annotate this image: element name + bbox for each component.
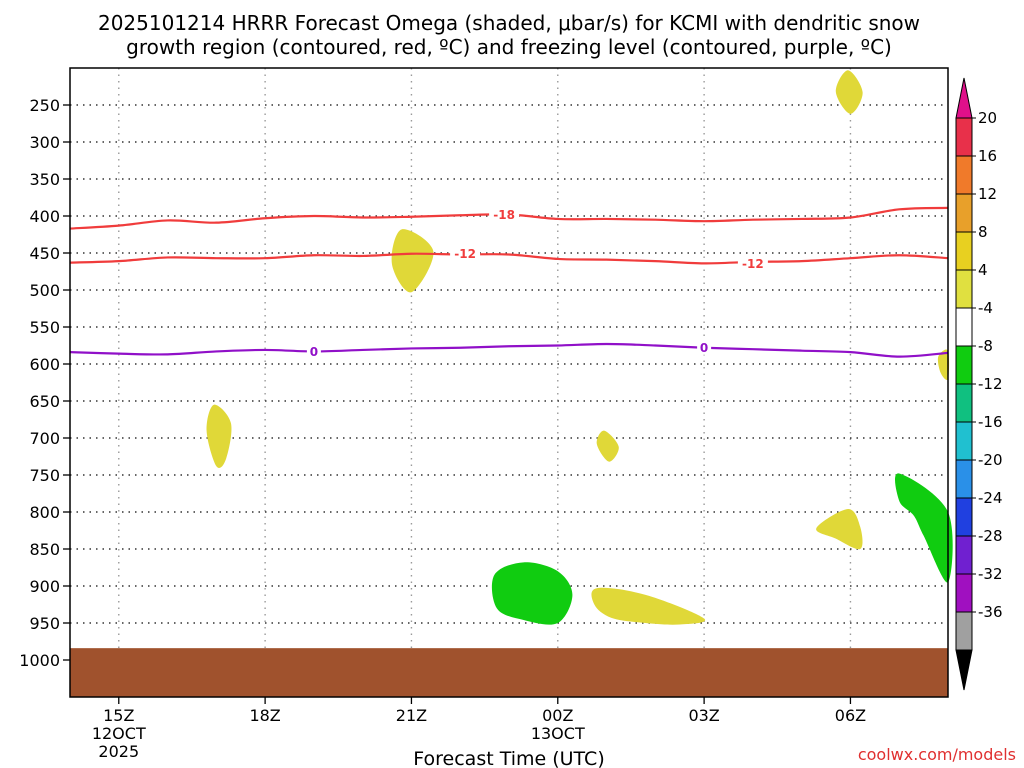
colorbar-tick-label: 20 <box>978 109 997 127</box>
contour-label-bg <box>737 256 768 271</box>
y-tick-label: 600 <box>29 355 60 374</box>
x-tick-label: 00Z <box>542 706 573 725</box>
y-tick-label: 650 <box>29 392 60 411</box>
colorbar-top-arrow <box>955 77 973 119</box>
colorbar-tick-label: 4 <box>978 261 988 279</box>
y-tick-label: 900 <box>29 577 60 596</box>
y-tick-label: 500 <box>29 281 60 300</box>
colorbar-tick-label: -36 <box>978 603 1003 621</box>
colorbar-bin <box>955 117 973 157</box>
omega-negative-blob <box>895 473 953 583</box>
contour-label-bg <box>306 344 321 359</box>
x-tick-label: 15Z <box>103 706 134 725</box>
contour-label: -18 <box>493 208 515 222</box>
contour-label: -12 <box>454 247 476 261</box>
y-axis: 250 300 350 400 450 500 550 600 650 700 750 800 850 9… <box>19 96 70 670</box>
colorbar-bin <box>955 573 973 613</box>
minus-12-contour <box>69 252 949 265</box>
colorbar-tick-label: -12 <box>978 375 1003 393</box>
x-tick-date: 12OCT <box>92 724 146 743</box>
colorbar-bin <box>955 611 973 651</box>
x-tick-label: 06Z <box>835 706 866 725</box>
y-tick-label: 400 <box>29 207 60 226</box>
y-tick-label: 450 <box>29 244 60 263</box>
colorbar-tick-label: -24 <box>978 489 1003 507</box>
colorbar-tick-label: -20 <box>978 451 1003 469</box>
colorbar-tick-label: -16 <box>978 413 1003 431</box>
omega-positive-blob <box>391 229 434 293</box>
y-tick-label: 750 <box>29 466 60 485</box>
y-tick-label: 700 <box>29 429 60 448</box>
colorbar-bin <box>955 535 973 575</box>
freezing-level-contour <box>69 342 949 358</box>
plot-frame <box>69 67 949 698</box>
y-tick-label: 850 <box>29 540 60 559</box>
omega-negative-blob <box>491 562 573 625</box>
x-tick-label: 21Z <box>396 706 427 725</box>
colorbar-bin <box>955 459 973 499</box>
colorbar-tick-label: 8 <box>978 223 988 241</box>
omega-positive-blob <box>206 404 232 468</box>
contour-label-bg <box>697 340 712 355</box>
x-tick-label: 18Z <box>249 706 280 725</box>
y-tick-label: 350 <box>29 170 60 189</box>
colorbar-tick-label: -32 <box>978 565 1003 583</box>
plot-area: -18 -12 -12 0 0 <box>69 67 953 698</box>
colorbar-bin <box>955 497 973 537</box>
colorbar-bin <box>955 345 973 385</box>
colorbar-tick-label: -28 <box>978 527 1003 545</box>
colorbar-bin <box>955 193 973 233</box>
contour-label: 0 <box>310 345 318 359</box>
y-tick-label: 250 <box>29 96 60 115</box>
omega-positive-blob <box>816 509 863 550</box>
y-tick-label: 1000 <box>19 651 60 670</box>
contour-label: 0 <box>700 341 708 355</box>
y-tick-label: 550 <box>29 318 60 337</box>
colorbar-bottom-arrow <box>955 649 973 691</box>
colorbar-bin <box>955 383 973 423</box>
contour-label: -12 <box>742 257 764 271</box>
chart-title-line2: growth region (contoured, red, ºC) and f… <box>126 35 892 59</box>
chart-title-line1: 2025101214 HRRR Forecast Omega (shaded, … <box>98 11 920 35</box>
y-tick-label: 300 <box>29 133 60 152</box>
colorbar-bin <box>955 231 973 271</box>
omega-positive-blob <box>596 430 619 462</box>
y-tick-label: 800 <box>29 503 60 522</box>
colorbar-bin <box>955 307 973 347</box>
colorbar-tick-label: -8 <box>978 337 993 355</box>
contour-label-bg <box>450 246 481 261</box>
colorbar-tick-label: 12 <box>978 185 997 203</box>
colorbar-tick-label: -4 <box>978 299 993 317</box>
colorbar: 20 16 12 8 4 -4 -8 -12 -16 -20 -24 -28 -32 -36 <box>955 77 1003 691</box>
x-tick-label: 03Z <box>688 706 719 725</box>
x-axis-label: Forecast Time (UTC) <box>413 748 604 768</box>
x-tick-year: 2025 <box>98 742 139 761</box>
credit-text: coolwx.com/models <box>858 745 1016 764</box>
colorbar-tick-label: 16 <box>978 147 997 165</box>
omega-positive-blob <box>591 587 706 625</box>
colorbar-bin <box>955 155 973 195</box>
y-tick-label: 950 <box>29 614 60 633</box>
omega-positive-blob <box>937 349 950 380</box>
terrain-fill <box>70 648 948 697</box>
x-tick-date: 13OCT <box>531 724 585 743</box>
colorbar-bin <box>955 421 973 461</box>
colorbar-bin <box>955 269 973 309</box>
omega-positive-blob <box>835 70 863 114</box>
contour-label-bg <box>489 207 520 222</box>
